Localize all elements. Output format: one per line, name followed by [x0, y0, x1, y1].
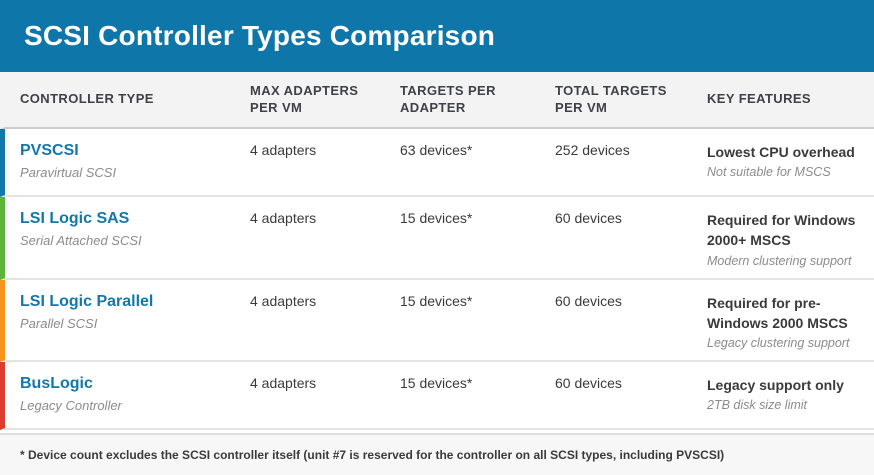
- total-targets-value: 252 devices: [555, 142, 630, 158]
- key-feature-note: Not suitable for MSCS: [707, 165, 831, 180]
- key-features-cell: Required for pre-Windows 2000 MSCS Legac…: [707, 293, 874, 351]
- key-feature: Required for Windows 2000+ MSCS: [707, 212, 856, 249]
- controller-subtitle: Parallel SCSI: [20, 315, 98, 331]
- table-header: CONTROLLER TYPE MAX ADAPTERS PER VM TARG…: [0, 72, 874, 129]
- controller-type-cell: BusLogic Legacy Controller: [5, 375, 250, 418]
- key-feature: Lowest CPU overhead: [707, 144, 855, 160]
- controller-name: LSI Logic Parallel: [20, 292, 154, 310]
- controller-type-cell: PVSCSI Paravirtual SCSI: [5, 142, 250, 185]
- controller-name: PVSCSI: [20, 142, 79, 159]
- column-header-total-targets: TOTAL TARGETS PER VM: [555, 82, 667, 115]
- controller-subtitle: Serial Attached SCSI: [20, 233, 142, 248]
- max-adapters-value: 4 adapters: [250, 375, 317, 392]
- controller-subtitle: Legacy Controller: [20, 398, 122, 414]
- device-count-footnote: * Device count excludes the SCSI control…: [20, 448, 725, 462]
- title-bar: SCSI Controller Types Comparison: [0, 0, 874, 72]
- key-feature-note: 2TB disk size limit: [707, 398, 808, 413]
- key-feature: Legacy support only: [707, 377, 844, 394]
- key-features-cell: Required for Windows 2000+ MSCS Modern c…: [707, 210, 874, 268]
- max-adapters-value: 4 adapters: [250, 292, 317, 309]
- targets-per-adapter-value: 15 devices*: [400, 375, 473, 392]
- key-features-cell: Lowest CPU overhead Not suitable for MSC…: [707, 142, 874, 185]
- footer-bar: * Device count excludes the SCSI control…: [0, 433, 874, 475]
- table-row-lsi-logic-parallel: LSI Logic Parallel Parallel SCSI 4 adapt…: [0, 279, 874, 363]
- controller-name: BusLogic: [20, 375, 93, 393]
- targets-per-adapter-value: 63 devices*: [400, 142, 473, 158]
- controller-subtitle: Paravirtual SCSI: [20, 165, 117, 180]
- controller-name: LSI Logic SAS: [20, 210, 130, 227]
- column-header-controller-type: CONTROLLER TYPE: [20, 91, 154, 107]
- column-header-max-adapters: MAX ADAPTERS PER VM: [250, 82, 359, 115]
- max-adapters-value: 4 adapters: [250, 142, 317, 158]
- key-features-cell: Legacy support only 2TB disk size limit: [707, 375, 874, 418]
- key-feature: Required for pre-Windows 2000 MSCS: [707, 294, 848, 331]
- column-header-key-features: KEY FEATURES: [707, 91, 812, 107]
- total-targets-value: 60 devices: [555, 292, 622, 309]
- max-adapters-value: 4 adapters: [250, 210, 317, 226]
- controller-type-cell: LSI Logic Parallel Parallel SCSI: [5, 293, 250, 351]
- controller-type-cell: LSI Logic SAS Serial Attached SCSI: [5, 210, 250, 268]
- total-targets-value: 60 devices: [555, 210, 622, 226]
- column-header-targets-per-adapter: TARGETS PER ADAPTER: [400, 82, 496, 115]
- table-row-pvscsi: PVSCSI Paravirtual SCSI 4 adapters 63 de…: [0, 129, 874, 197]
- page-title: SCSI Controller Types Comparison: [24, 20, 496, 51]
- key-feature-note: Modern clustering support: [707, 253, 852, 268]
- table-row-lsi-logic-sas: LSI Logic SAS Serial Attached SCSI 4 ada…: [0, 197, 874, 280]
- targets-per-adapter-value: 15 devices*: [400, 292, 473, 309]
- table-body: PVSCSI Paravirtual SCSI 4 adapters 63 de…: [0, 129, 874, 433]
- total-targets-value: 60 devices: [555, 375, 622, 392]
- table-row-buslogic: BusLogic Legacy Controller 4 adapters 15…: [0, 362, 874, 431]
- key-feature-note: Legacy clustering support: [707, 336, 850, 351]
- targets-per-adapter-value: 15 devices*: [400, 210, 473, 226]
